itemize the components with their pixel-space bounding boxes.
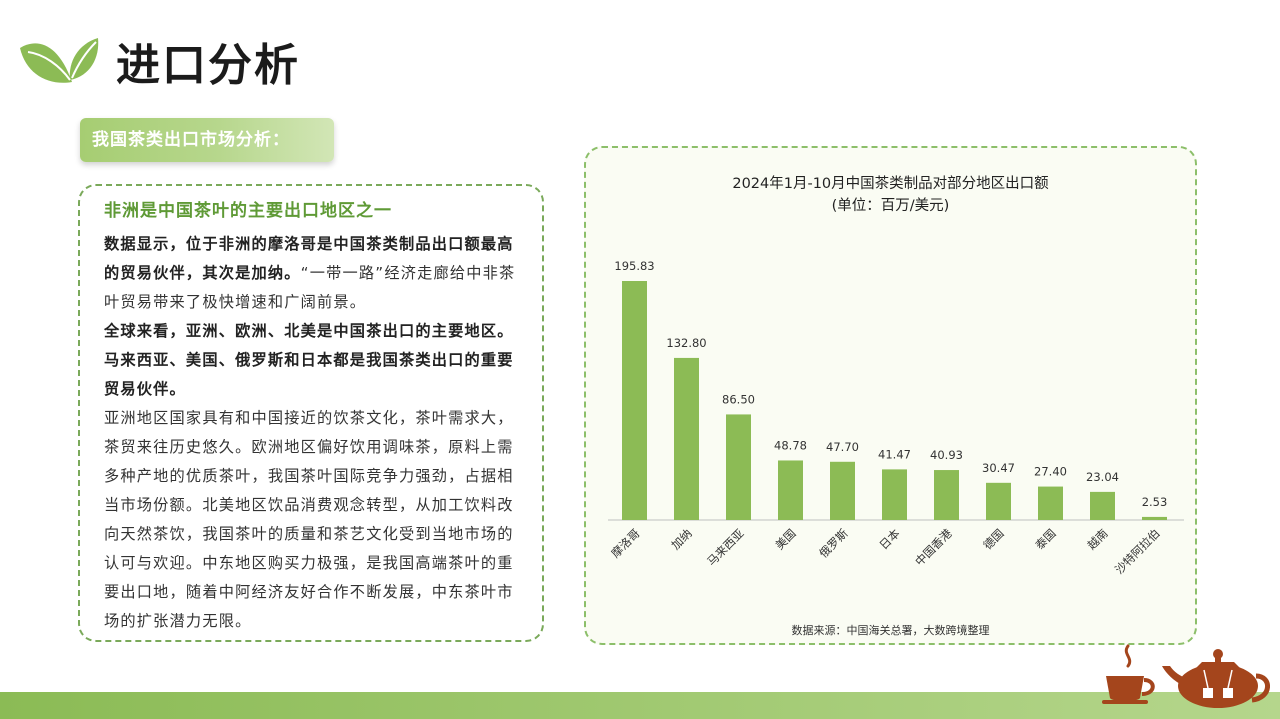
category-label-3: 美国 xyxy=(772,526,798,552)
category-label-0: 摩洛哥 xyxy=(608,526,642,560)
page-title: 进口分析 xyxy=(116,40,300,91)
bar-6 xyxy=(934,470,959,520)
data-label-1: 132.80 xyxy=(666,336,706,350)
category-label-2: 马来西亚 xyxy=(704,526,746,568)
data-label-10: 2.53 xyxy=(1142,495,1168,509)
bar-chart: 195.83 摩洛哥 132.80 加纳 86.50 马来西亚 48.78 美国 47.70 俄罗… xyxy=(608,259,1184,577)
chart-title: 2024年1月-10月中国茶类制品对部分地区出口额 xyxy=(732,176,1049,192)
paragraph-1-bold: 数据显示，位于非洲的摩洛哥是中国茶类制品出口额最高的贸易伙伴，其次是加纳。 xyxy=(104,235,514,282)
bar-5 xyxy=(882,469,907,520)
paragraph-2-bold: 全球来看，亚洲、欧洲、北美是中国茶出口的主要地区。马来西亚、美国、俄罗斯和日本都… xyxy=(104,322,514,398)
category-label-6: 中国香港 xyxy=(912,526,955,569)
chart-source: 数据来源：中国海关总署，大数跨境整理 xyxy=(791,624,990,637)
bar-7 xyxy=(986,482,1011,520)
chart-card: 2024年1月-10月中国茶类制品对部分地区出口额 (单位：百万/美元) 195… xyxy=(584,146,1197,645)
analysis-text-card: 非洲是中国茶叶的主要出口地区之一 数据显示，位于非洲的摩洛哥是中国茶类制品出口额… xyxy=(78,184,544,642)
category-label-9: 越南 xyxy=(1084,526,1110,552)
paragraph-3-normal: 亚洲地区国家具有和中国接近的饮茶文化，茶叶需求大，茶贸来往历史悠久。欧洲地区偏好… xyxy=(104,409,514,630)
data-label-7: 30.47 xyxy=(982,461,1015,475)
section-tab: 我国茶类出口市场分析： xyxy=(80,118,334,162)
category-label-5: 日本 xyxy=(876,526,903,553)
bar-1 xyxy=(674,357,699,520)
paragraph-1: 数据显示，位于非洲的摩洛哥是中国茶类制品出口额最高的贸易伙伴，其次是加纳。“一带… xyxy=(104,230,520,317)
data-label-4: 47.70 xyxy=(826,440,859,454)
category-label-4: 俄罗斯 xyxy=(816,526,851,561)
teapot-icon xyxy=(1102,644,1270,708)
category-label-10: 沙特阿拉伯 xyxy=(1112,526,1163,577)
data-label-3: 48.78 xyxy=(774,438,807,452)
paragraph-2: 全球来看，亚洲、欧洲、北美是中国茶出口的主要地区。马来西亚、美国、俄罗斯和日本都… xyxy=(104,317,520,404)
data-label-8: 27.40 xyxy=(1034,465,1067,479)
leaf-logo-icon xyxy=(20,38,99,83)
category-label-7: 德国 xyxy=(980,526,1006,552)
bar-0 xyxy=(622,281,647,520)
chart-subtitle: (单位：百万/美元) xyxy=(831,198,950,214)
paragraph-3: 亚洲地区国家具有和中国接近的饮茶文化，茶叶需求大，茶贸来往历史悠久。欧洲地区偏好… xyxy=(104,404,520,636)
data-label-2: 86.50 xyxy=(722,392,755,406)
paragraph-1-normal: “一带一路”经济走廊给中非茶叶贸易带来了极快增速和广阔前景。 xyxy=(104,264,516,311)
bar-8 xyxy=(1038,486,1063,520)
bar-2 xyxy=(726,414,751,520)
bar-9 xyxy=(1090,491,1115,520)
bar-10 xyxy=(1142,516,1167,520)
category-label-1: 加纳 xyxy=(668,526,694,552)
category-label-8: 泰国 xyxy=(1032,526,1058,552)
data-label-9: 23.04 xyxy=(1086,470,1119,484)
bottom-band xyxy=(0,692,1280,719)
data-label-6: 40.93 xyxy=(930,448,963,462)
bar-4 xyxy=(830,461,855,520)
bar-3 xyxy=(778,460,803,520)
data-label-5: 41.47 xyxy=(878,447,911,461)
card-heading: 非洲是中国茶叶的主要出口地区之一 xyxy=(104,201,392,221)
data-label-0: 195.83 xyxy=(614,259,654,273)
